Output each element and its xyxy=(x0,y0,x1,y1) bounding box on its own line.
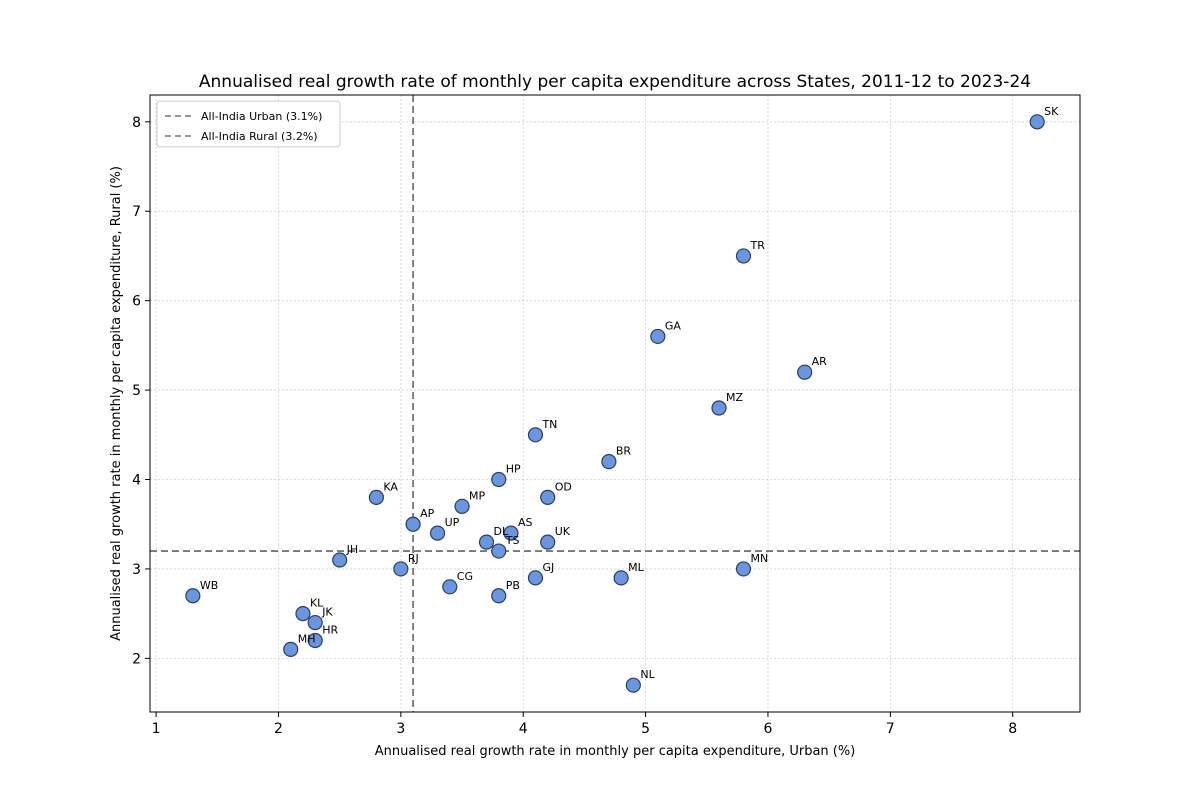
data-point-cg xyxy=(442,579,458,595)
x-tick-label: 8 xyxy=(1008,721,1017,737)
point-label-rj: RJ xyxy=(408,552,419,565)
x-axis-title: Annualised real growth rate in monthly p… xyxy=(375,744,856,759)
x-tick-label: 6 xyxy=(763,721,772,737)
point-label-mz: MZ xyxy=(726,391,743,404)
point-label-jh: JH xyxy=(346,543,359,556)
data-point-hp xyxy=(491,471,507,488)
legend-box xyxy=(156,100,341,148)
point-label-cg: CG xyxy=(457,570,473,583)
point-label-mp: MP xyxy=(469,489,485,502)
y-tick-label: 2 xyxy=(132,651,141,667)
x-tick-label: 4 xyxy=(519,721,528,737)
point-label-pb: PB xyxy=(506,579,520,592)
point-label-dl: DL xyxy=(494,525,509,538)
data-point-gj xyxy=(527,570,544,586)
point-label-gj: GJ xyxy=(542,561,554,574)
data-point-wb xyxy=(185,588,201,604)
data-point-uk xyxy=(540,534,556,550)
data-point-mn xyxy=(735,561,752,577)
data-point-mz xyxy=(711,400,727,416)
data-point-as xyxy=(503,525,519,541)
data-point-ap xyxy=(405,516,421,532)
grid xyxy=(150,95,1080,712)
legend-entry-rural: All-India Rural (3.2%) xyxy=(201,130,318,143)
point-label-ts: TS xyxy=(505,534,520,547)
point-label-hr: HR xyxy=(322,623,338,636)
y-axis-title: Annualised real growth rate in monthly p… xyxy=(109,166,124,641)
data-point-od xyxy=(540,489,556,505)
point-label-ar: AR xyxy=(812,355,828,368)
point-label-ml: ML xyxy=(628,561,644,574)
point-label-br: BR xyxy=(616,445,632,458)
data-point-tn xyxy=(527,427,544,443)
point-label-ga: GA xyxy=(665,319,682,332)
point-label-ap: AP xyxy=(420,507,435,520)
data-point-ka xyxy=(368,489,384,505)
data-point-br xyxy=(601,454,617,470)
data-point-rj xyxy=(393,561,409,577)
x-tick-label: 3 xyxy=(396,721,405,737)
legend: All-India Urban (3.1%) All-India Rural (… xyxy=(156,100,341,148)
point-label-mh: MH xyxy=(298,632,316,645)
data-point-nl xyxy=(625,677,641,693)
y-tick-label: 5 xyxy=(132,383,141,399)
point-label-uk: UK xyxy=(555,525,571,538)
data-point-ts xyxy=(491,543,507,559)
x-tick-label: 5 xyxy=(641,721,650,737)
data-point-up xyxy=(429,525,446,541)
point-label-jk: JK xyxy=(321,606,333,619)
point-label-tr: TR xyxy=(749,239,765,252)
reference-lines xyxy=(150,95,1080,712)
y-tick-label: 8 xyxy=(132,115,141,131)
data-point-kl xyxy=(295,606,311,622)
y-tick-label: 4 xyxy=(132,473,141,489)
point-label-up: UP xyxy=(445,516,460,529)
data-point-ar xyxy=(797,364,813,380)
data-point-jh xyxy=(332,552,348,568)
legend-entry-urban: All-India Urban (3.1%) xyxy=(201,110,322,123)
point-labels: SK TR GA AR MZ TN BR HP KA OD MP AP UP AS DL UK TS JH RJ MN… xyxy=(200,105,1059,681)
point-label-tn: TN xyxy=(541,418,557,431)
plot-frame xyxy=(149,94,1081,713)
data-point-ga xyxy=(650,328,666,345)
x-tick-label: 7 xyxy=(886,721,895,737)
point-label-ka: KA xyxy=(383,480,398,493)
y-tick-label: 6 xyxy=(132,294,141,310)
y-tick-label: 7 xyxy=(132,204,141,220)
point-label-nl: NL xyxy=(640,668,655,681)
point-label-hp: HP xyxy=(506,463,521,476)
point-label-mn: MN xyxy=(750,552,768,565)
data-points xyxy=(185,114,1045,693)
data-point-dl xyxy=(478,534,495,550)
y-tick-label: 3 xyxy=(132,562,141,578)
point-label-od: OD xyxy=(555,480,572,493)
axis-ticks: 1 2 3 4 5 6 7 8 2 3 4 5 6 7 8 xyxy=(132,115,1017,737)
data-point-sk xyxy=(1029,114,1045,130)
point-label-sk: SK xyxy=(1044,105,1059,118)
point-label-as: AS xyxy=(518,516,533,529)
x-tick-label: 2 xyxy=(274,721,283,737)
data-point-jk xyxy=(307,614,323,631)
data-point-ml xyxy=(613,570,629,586)
data-point-pb xyxy=(491,588,507,604)
data-point-mh xyxy=(283,641,299,658)
point-label-kl: KL xyxy=(310,597,324,610)
data-point-mp xyxy=(454,498,470,514)
data-point-hr xyxy=(307,632,323,649)
point-label-wb: WB xyxy=(200,579,218,592)
data-point-tr xyxy=(735,248,752,264)
x-tick-label: 1 xyxy=(152,721,161,737)
chart-title: Annualised real growth rate of monthly p… xyxy=(199,72,1031,92)
